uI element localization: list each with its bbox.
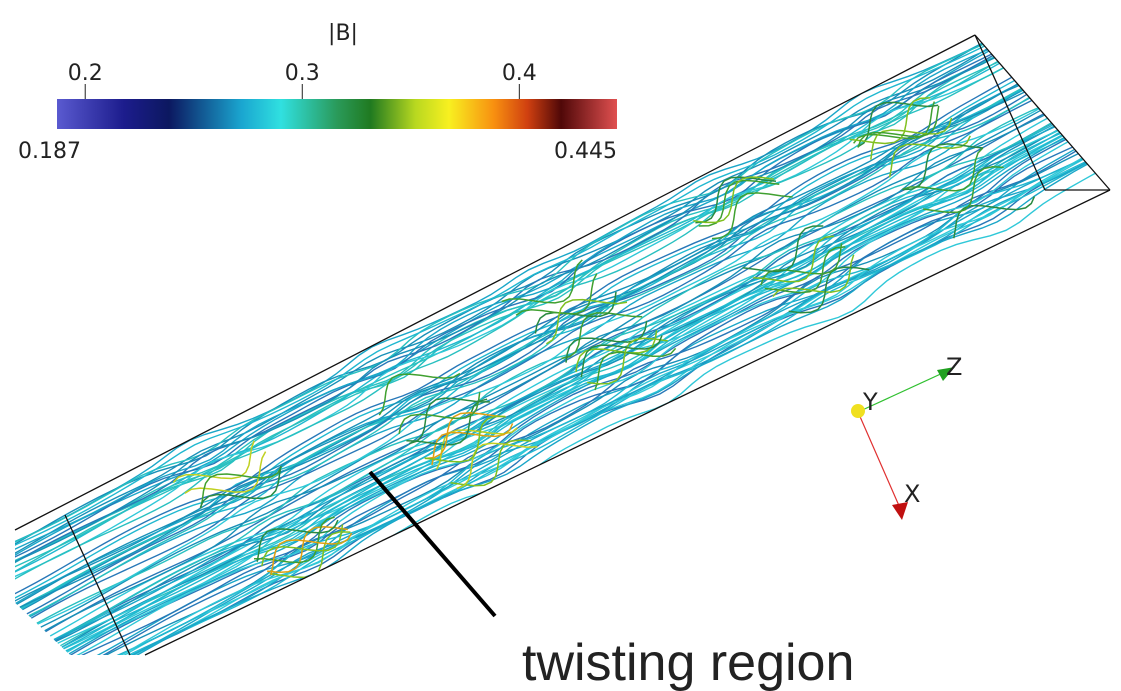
colorbar-tick-label: 0.3 — [285, 61, 320, 86]
colorbar — [57, 99, 617, 129]
twisted-streamline — [1046, 38, 1121, 83]
streamline — [0, 11, 1121, 588]
visualization: |B| 0.187 0.445 0.2 0.3 0.4 Y Z X twisting… — [0, 0, 1121, 691]
streamline — [86, 92, 1121, 671]
x-label: X — [904, 480, 920, 508]
twisted-streamline — [1082, 72, 1121, 115]
streamline — [103, 107, 1121, 686]
twisted-streamline — [1063, 54, 1121, 96]
colorbar-ticks: 0.2 0.3 0.4 — [68, 61, 537, 99]
annotation: twisting region — [522, 634, 854, 691]
twisted-streamline — [1059, 46, 1121, 92]
streamline — [90, 96, 1121, 674]
colorbar-min: 0.187 — [18, 139, 81, 164]
twisted-streamline — [1032, 21, 1113, 67]
axes-triad: Y Z X — [851, 353, 962, 520]
annotation-pointer — [370, 472, 495, 616]
z-label: Z — [946, 353, 962, 381]
colorbar-tick-label: 0.4 — [502, 61, 537, 86]
streamline — [38, 44, 1121, 624]
twisted-streamline — [1009, 1, 1090, 47]
colorbar-title: |B| — [328, 21, 358, 46]
x-axis — [858, 412, 900, 508]
twisted-streamline — [1031, 23, 1112, 65]
colorbar-tick-label: 0.2 — [68, 61, 103, 86]
twisted-streamline — [1071, 62, 1121, 104]
y-label: Y — [862, 388, 878, 416]
colorbar-max: 0.445 — [554, 139, 617, 164]
streamline — [86, 92, 1121, 670]
streamline — [84, 91, 1121, 667]
twisted-streamline — [1026, 19, 1107, 65]
